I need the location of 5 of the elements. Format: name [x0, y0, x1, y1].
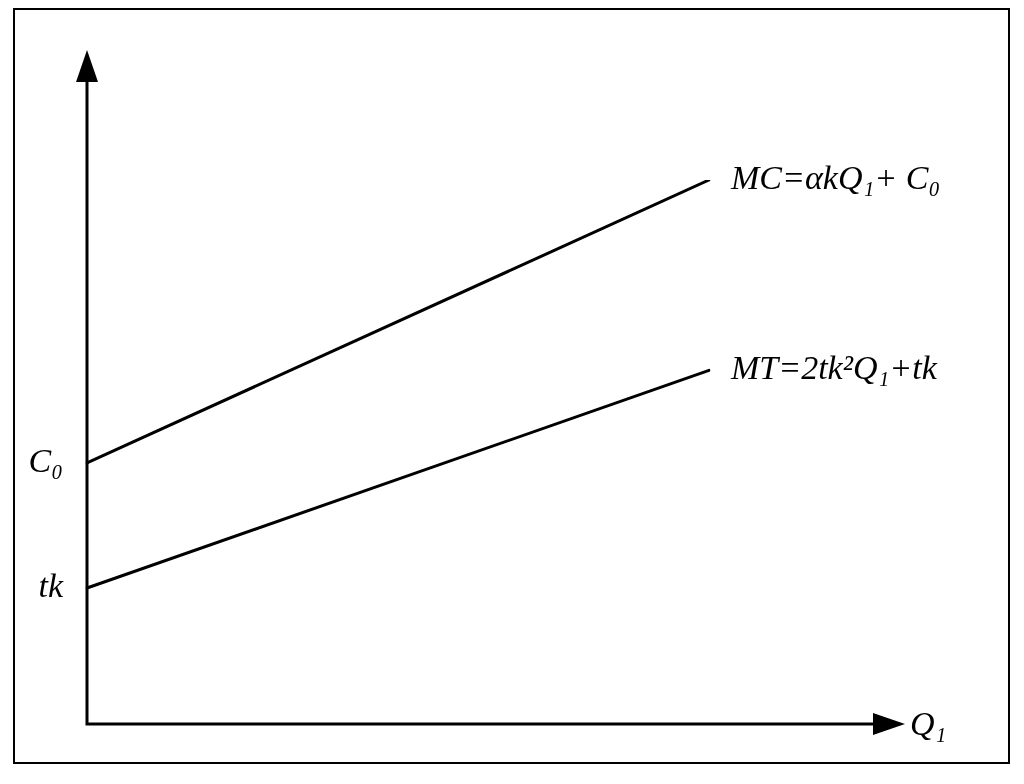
x-axis-title: Q₁: [910, 704, 947, 742]
text: C₀: [28, 441, 63, 479]
series-label: MC=αkQ₁+ C₀: [730, 158, 941, 196]
series-label: MT=2tk²Q₁+tk: [730, 349, 938, 387]
text: tk: [38, 566, 64, 604]
